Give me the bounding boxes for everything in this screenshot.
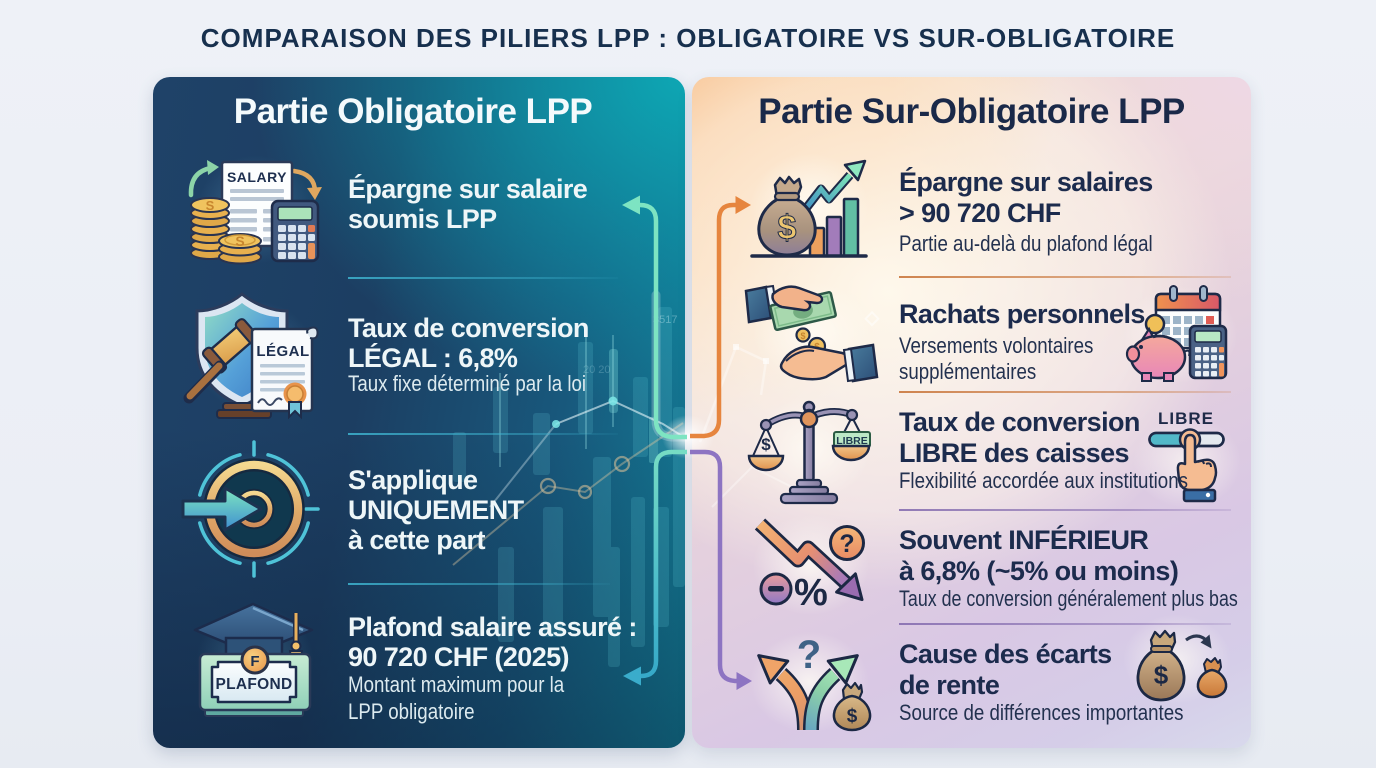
svg-text:PLAFOND: PLAFOND [215,676,292,693]
svg-text:LIBRE: LIBRE [836,435,868,447]
svg-text:LÉGAL: LÉGAL [256,343,309,360]
svg-text:3517: 3517 [653,314,677,326]
svg-text:$: $ [800,331,805,341]
svg-text:$: $ [761,435,771,454]
svg-text:S: S [235,233,244,249]
svg-text:$: $ [778,209,797,247]
svg-text:?: ? [797,633,821,677]
svg-text:$: $ [1154,660,1169,690]
svg-text:S: S [206,198,215,213]
svg-text:LIBRE: LIBRE [1158,409,1214,428]
svg-text:$: $ [847,706,858,727]
svg-text:F: F [250,653,259,670]
svg-text:%: % [794,572,828,614]
svg-text:SALARY: SALARY [227,169,287,185]
svg-text:20 20: 20 20 [583,364,611,376]
svg-text:?: ? [839,530,854,558]
